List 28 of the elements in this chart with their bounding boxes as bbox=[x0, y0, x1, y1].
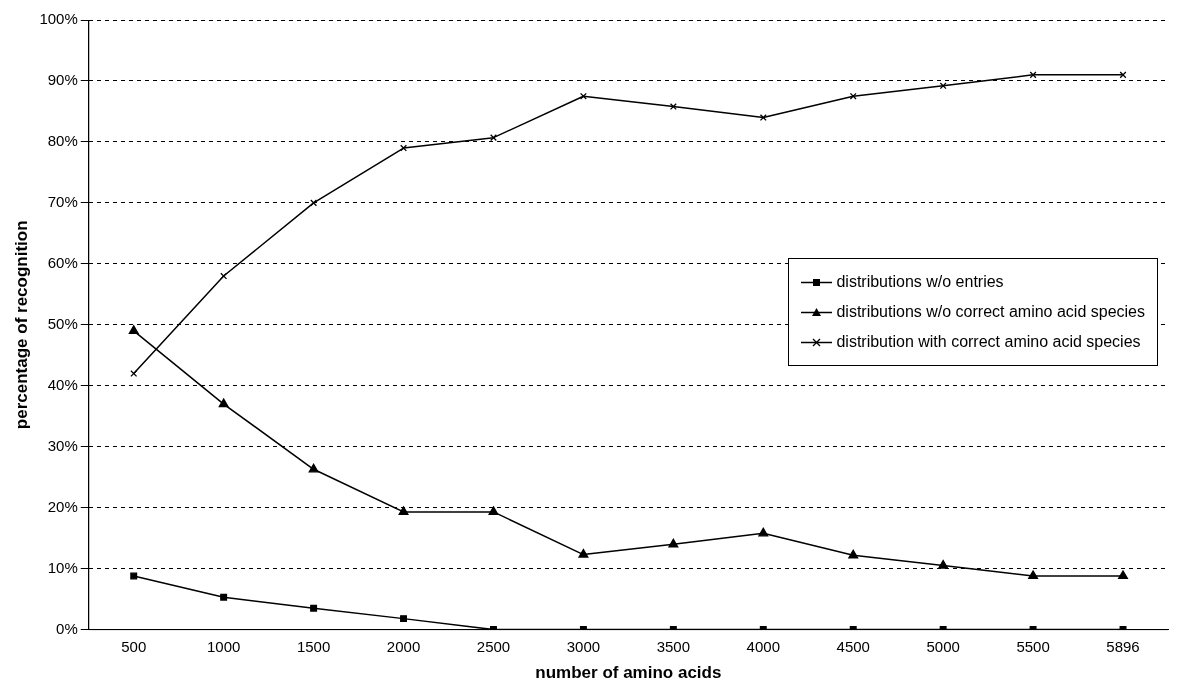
y-tick-label: 80% bbox=[47, 132, 78, 150]
x-tick-label: 1500 bbox=[296, 637, 331, 655]
x-tick-label: 4500 bbox=[836, 637, 870, 655]
x-tick-label: 5000 bbox=[926, 637, 960, 655]
y-tick-label: 90% bbox=[47, 71, 78, 89]
y-tick-label: 60% bbox=[47, 253, 78, 271]
y-tick-label: 100% bbox=[39, 10, 78, 28]
x-tick-label: 5896 bbox=[1106, 637, 1140, 655]
x-tick-label: 5500 bbox=[1016, 637, 1050, 655]
x-tick-label: 3000 bbox=[566, 637, 601, 655]
y-tick-label: 40% bbox=[47, 375, 78, 393]
legend-label: distributions w/o correct amino acid species bbox=[836, 302, 1145, 322]
x-tick-label: 3500 bbox=[656, 637, 691, 655]
y-tick-label: 70% bbox=[47, 193, 78, 211]
y-axis-title: percentage of recognition bbox=[11, 220, 31, 430]
x-tick-label: 4000 bbox=[746, 637, 780, 655]
legend-label: distribution with correct amino acid species bbox=[836, 332, 1141, 352]
y-tick-label: 0% bbox=[56, 619, 78, 637]
x-tick-label: 2000 bbox=[386, 637, 421, 655]
x-tick-label: 2500 bbox=[476, 637, 511, 655]
x-axis-title: number of amino acids bbox=[535, 663, 722, 683]
y-tick-label: 30% bbox=[47, 436, 78, 454]
x-tick-label: 500 bbox=[121, 637, 147, 655]
y-tick-label: 20% bbox=[47, 497, 78, 515]
y-tick-label: 50% bbox=[47, 314, 78, 332]
legend-label: distributions w/o entries bbox=[836, 272, 1004, 292]
y-tick-label: 10% bbox=[47, 558, 78, 576]
x-tick-label: 1000 bbox=[206, 637, 241, 655]
